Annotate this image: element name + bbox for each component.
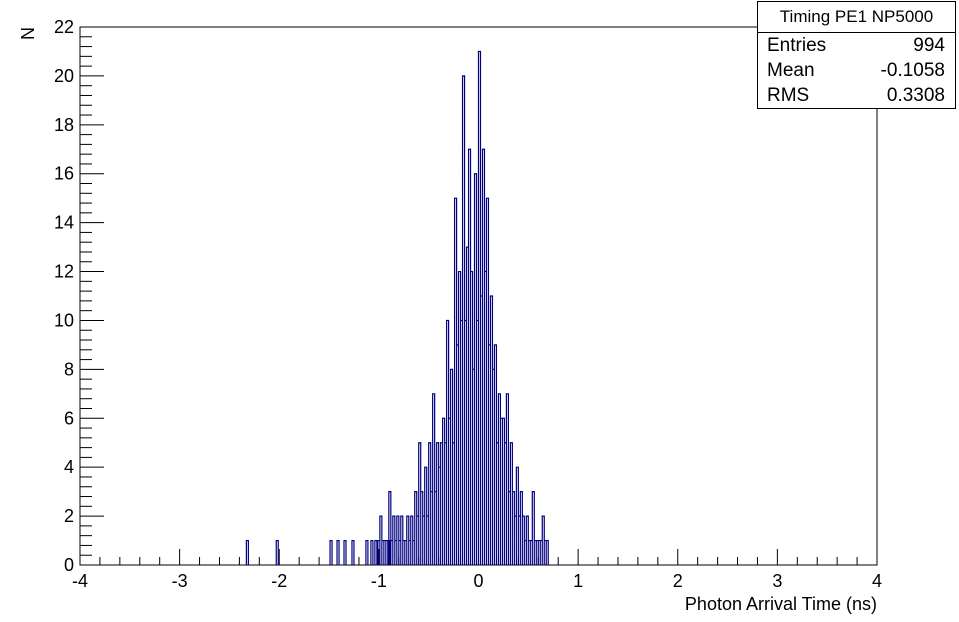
y-tick-label: 2: [64, 506, 74, 526]
y-tick-label: 20: [54, 66, 74, 86]
x-tick-label: 0: [473, 571, 483, 591]
stats-title: Timing PE1 NP5000: [758, 2, 955, 33]
y-tick-label: 12: [54, 262, 74, 282]
stats-label: Mean: [767, 60, 815, 81]
x-tick-label: 3: [772, 571, 782, 591]
stats-value: 994: [913, 35, 945, 56]
stats-label: Entries: [767, 35, 827, 56]
stats-row-rms: RMS 0.3308: [758, 83, 955, 108]
y-tick-label: 14: [54, 213, 74, 233]
y-axis-tick-labels: 0 2 4 6 8 10 12 14 16 18 20 22: [54, 17, 74, 575]
x-tick-label: 2: [673, 571, 683, 591]
y-tick-label: 4: [64, 457, 74, 477]
x-tick-label: -2: [271, 571, 287, 591]
stats-value: 0.3308: [886, 85, 945, 106]
y-tick-label: 22: [54, 17, 74, 37]
x-axis-title: Photon Arrival Time (ns): [685, 594, 877, 614]
x-tick-label: -1: [371, 571, 387, 591]
y-tick-label: 0: [64, 555, 74, 575]
stats-box: Timing PE1 NP5000 Entries 994 Mean -0.10…: [757, 1, 956, 109]
stats-value: -0.1058: [880, 60, 945, 81]
y-tick-label: 16: [54, 164, 74, 184]
stats-row-entries: Entries 994: [758, 33, 955, 58]
y-tick-label: 18: [54, 115, 74, 135]
x-axis-tick-labels: -4 -3 -2 -1 0 1 2 3 4: [72, 571, 882, 591]
y-axis-title: N: [18, 27, 38, 40]
x-tick-label: 4: [872, 571, 882, 591]
x-tick-label: -4: [72, 571, 88, 591]
histogram-series: [245, 50, 549, 565]
stats-label: RMS: [767, 85, 810, 106]
y-tick-label: 10: [54, 310, 74, 330]
y-axis-ticks: [80, 26, 104, 566]
y-tick-label: 6: [64, 408, 74, 428]
x-tick-label: -3: [172, 571, 188, 591]
stats-row-mean: Mean -0.1058: [758, 58, 955, 83]
x-tick-label: 1: [573, 571, 583, 591]
y-tick-label: 8: [64, 359, 74, 379]
